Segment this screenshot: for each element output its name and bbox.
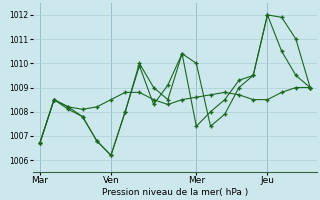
X-axis label: Pression niveau de la mer( hPa ): Pression niveau de la mer( hPa ) — [102, 188, 248, 197]
